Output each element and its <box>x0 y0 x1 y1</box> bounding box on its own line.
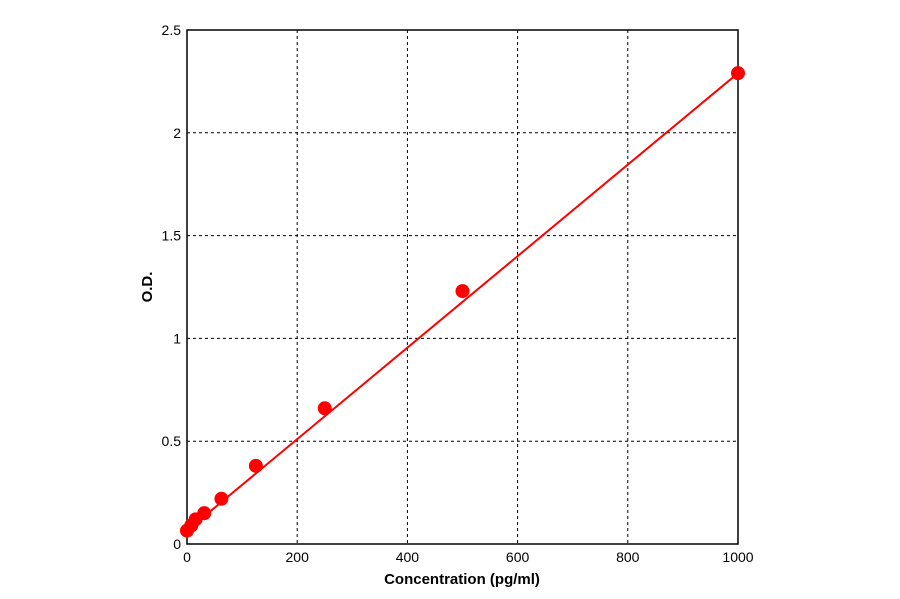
y-axis-label: O.D. <box>139 272 156 303</box>
x-tick-label: 200 <box>286 549 310 565</box>
y-tick-label: 2.5 <box>162 22 182 38</box>
y-tick-label: 1.5 <box>162 228 182 244</box>
x-axis-label: Concentration (pg/ml) <box>384 571 540 588</box>
y-tick-label: 1 <box>173 330 181 346</box>
y-tick-label: 0.5 <box>162 433 182 449</box>
data-point <box>455 284 470 299</box>
x-tick-label: 800 <box>616 549 640 565</box>
plot-frame <box>186 29 739 545</box>
x-tick-label: 400 <box>396 549 420 565</box>
fit-line <box>186 72 739 532</box>
data-point <box>197 506 212 521</box>
series <box>180 66 745 538</box>
x-tick-label: 1000 <box>722 549 753 565</box>
data-point <box>317 401 332 416</box>
y-tick-label: 0 <box>173 536 181 552</box>
grid <box>187 30 738 544</box>
ticks: 0 200 400 600 800 1000 0 0.5 1 1.5 2 2.5 <box>162 22 754 565</box>
x-tick-label: 0 <box>183 549 191 565</box>
data-point <box>731 66 745 81</box>
data-point <box>214 491 229 506</box>
data-point <box>248 458 263 473</box>
y-tick-label: 2 <box>173 125 181 141</box>
x-tick-label: 600 <box>506 549 530 565</box>
